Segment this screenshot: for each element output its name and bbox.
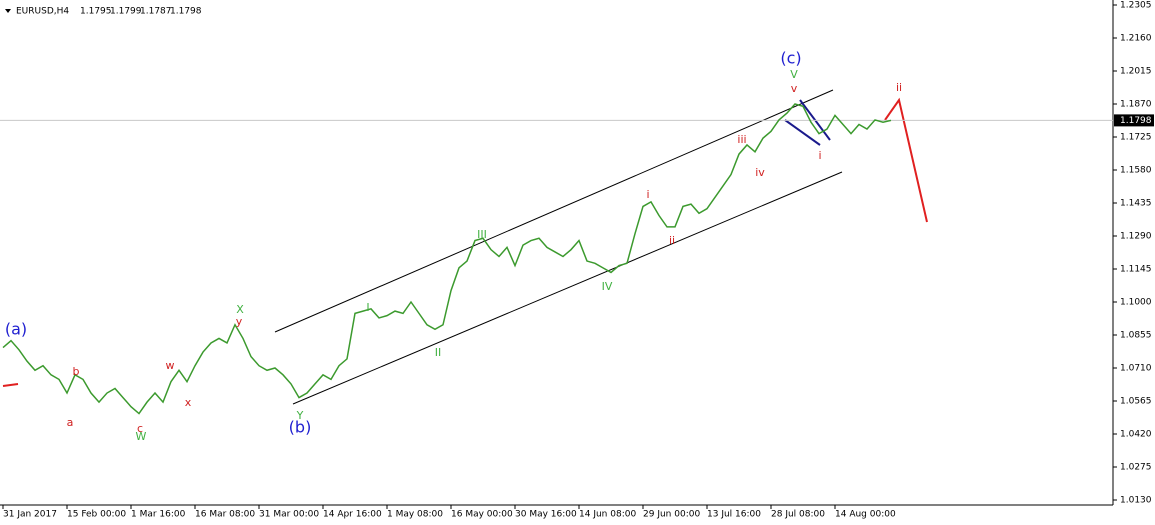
ohlc-close: 1.1798 bbox=[170, 7, 202, 17]
wedge-line bbox=[784, 119, 821, 146]
wave-label: W bbox=[136, 430, 147, 443]
y-tick-label: 1.2305 bbox=[1120, 1, 1152, 11]
wave-label: iv bbox=[755, 166, 765, 179]
wave-label: b bbox=[73, 365, 80, 378]
wave-label: x bbox=[185, 396, 192, 409]
x-tick-label: 14 Jun 08:00 bbox=[579, 510, 636, 520]
ohlc-low: 1.1787 bbox=[140, 7, 172, 17]
y-tick-label: 1.1580 bbox=[1120, 166, 1152, 176]
wave-label: ii bbox=[669, 234, 675, 247]
y-tick-label: 1.0855 bbox=[1120, 330, 1152, 340]
y-tick-label: 1.0130 bbox=[1120, 495, 1152, 505]
symbol: EURUSD,H4 bbox=[16, 7, 69, 17]
x-tick-label: 13 Jul 16:00 bbox=[707, 510, 761, 520]
y-tick-label: 1.1145 bbox=[1120, 264, 1152, 274]
wave-label: II bbox=[435, 346, 442, 359]
y-tick-label: 1.0710 bbox=[1120, 363, 1152, 373]
marker bbox=[2, 383, 19, 387]
channel-lower bbox=[292, 171, 843, 405]
y-tick-label: 1.0565 bbox=[1120, 396, 1152, 406]
wave-label: IV bbox=[602, 280, 613, 293]
wave-label: (b) bbox=[289, 418, 312, 437]
x-tick-label: 1 May 08:00 bbox=[387, 510, 443, 520]
y-tick-label: 1.1290 bbox=[1120, 232, 1152, 242]
y-tick-label: 1.0420 bbox=[1120, 429, 1152, 439]
x-tick-label: 15 Feb 00:00 bbox=[67, 510, 126, 520]
channel-upper bbox=[274, 89, 834, 333]
x-tick-label: 31 Mar 00:00 bbox=[259, 510, 319, 520]
menu-arrow bbox=[5, 9, 11, 13]
wave-label: V bbox=[790, 68, 798, 81]
x-tick-label: 31 Jan 2017 bbox=[3, 510, 57, 520]
wave-label: y bbox=[236, 315, 243, 328]
wave-label: w bbox=[166, 359, 175, 372]
wave-label: (c) bbox=[780, 49, 801, 68]
ohlc-open: 1.1795 bbox=[80, 7, 112, 17]
y-tick-label: 1.1870 bbox=[1120, 100, 1152, 110]
wave-label: a bbox=[67, 416, 74, 429]
wave-label: ii bbox=[896, 81, 902, 94]
x-tick-label: 14 Apr 16:00 bbox=[323, 510, 382, 520]
y-tick-label: 1.1435 bbox=[1120, 199, 1152, 209]
x-tick-label: 29 Jun 00:00 bbox=[643, 510, 700, 520]
ohlc-high: 1.1799 bbox=[110, 7, 142, 17]
wave-label: X bbox=[236, 303, 244, 316]
wave-label: v bbox=[791, 82, 798, 95]
y-tick-label: 1.0275 bbox=[1120, 462, 1152, 472]
y-tick-label: 1.2015 bbox=[1120, 67, 1152, 77]
price-label: 1.1798 bbox=[1120, 116, 1152, 126]
wave-label: I bbox=[366, 301, 369, 314]
x-tick-label: 28 Jul 08:00 bbox=[771, 510, 825, 520]
wave-label: Y bbox=[296, 409, 304, 422]
price-line-series bbox=[2, 103, 892, 415]
wave-label: (a) bbox=[5, 320, 27, 339]
x-tick-label: 14 Aug 00:00 bbox=[835, 510, 896, 520]
price-box bbox=[1114, 114, 1154, 127]
wave-label: c bbox=[137, 422, 143, 435]
y-tick-label: 1.1000 bbox=[1120, 297, 1152, 307]
wave-label: i bbox=[646, 188, 649, 201]
x-tick-label: 16 May 00:00 bbox=[451, 510, 513, 520]
y-tick-label: 1.1725 bbox=[1120, 133, 1152, 143]
x-tick-label: 30 May 16:00 bbox=[515, 510, 577, 520]
wave-label: III bbox=[477, 228, 487, 241]
wave-label: iii bbox=[737, 133, 746, 146]
drawings bbox=[2, 89, 928, 405]
y-tick-label: 1.2160 bbox=[1120, 34, 1152, 44]
wave-label: i bbox=[818, 149, 821, 162]
x-tick-label: 16 Mar 08:00 bbox=[195, 510, 255, 520]
projection bbox=[884, 97, 928, 223]
x-tick-label: 1 Mar 16:00 bbox=[131, 510, 186, 520]
